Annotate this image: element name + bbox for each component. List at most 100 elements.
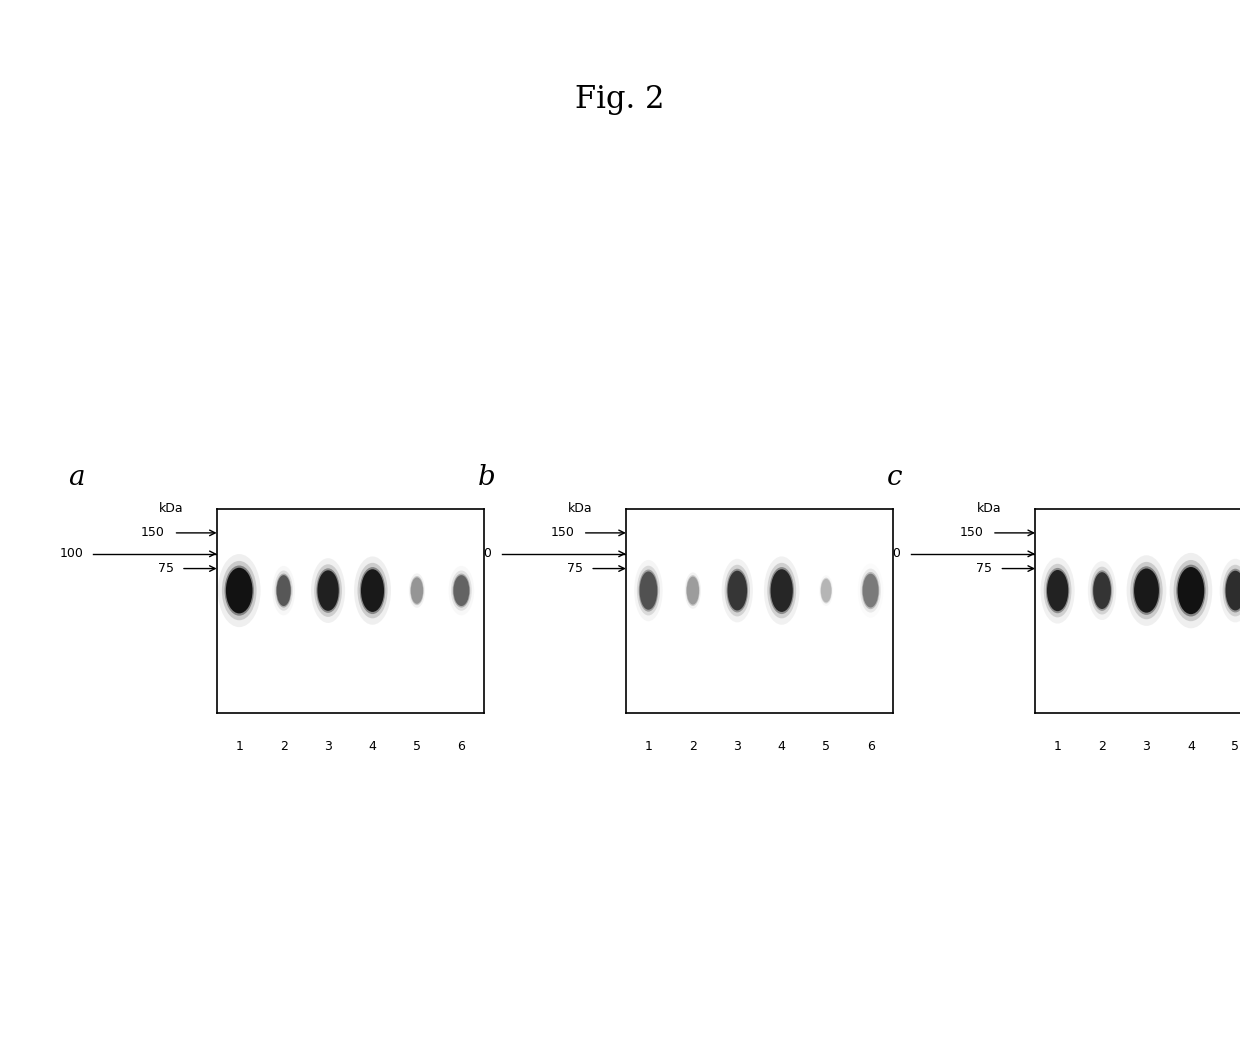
Text: 3: 3 <box>733 740 742 752</box>
Ellipse shape <box>355 556 391 625</box>
Ellipse shape <box>274 571 293 611</box>
Text: 3: 3 <box>324 740 332 752</box>
Ellipse shape <box>821 578 832 603</box>
Ellipse shape <box>683 569 703 613</box>
Ellipse shape <box>317 571 339 611</box>
Ellipse shape <box>407 570 427 612</box>
Text: 5: 5 <box>822 740 830 752</box>
Ellipse shape <box>770 570 792 612</box>
Ellipse shape <box>1092 571 1112 611</box>
Ellipse shape <box>1044 563 1071 618</box>
Ellipse shape <box>639 570 658 612</box>
Ellipse shape <box>1225 569 1240 613</box>
Text: 75: 75 <box>976 562 992 575</box>
Text: 100: 100 <box>60 548 83 560</box>
Ellipse shape <box>226 568 253 614</box>
Text: 75: 75 <box>157 562 174 575</box>
Text: 1: 1 <box>645 740 652 752</box>
Text: 4: 4 <box>1187 740 1195 752</box>
Ellipse shape <box>686 575 699 606</box>
Ellipse shape <box>316 569 340 613</box>
Ellipse shape <box>862 572 879 609</box>
Ellipse shape <box>817 572 835 609</box>
Ellipse shape <box>764 556 800 625</box>
Ellipse shape <box>410 576 424 605</box>
Ellipse shape <box>1178 568 1204 614</box>
Ellipse shape <box>1173 560 1208 621</box>
Ellipse shape <box>1094 572 1111 609</box>
Ellipse shape <box>1047 570 1069 612</box>
Ellipse shape <box>357 563 388 618</box>
Ellipse shape <box>453 574 470 607</box>
Ellipse shape <box>1090 566 1114 615</box>
Ellipse shape <box>409 574 425 607</box>
Text: 150: 150 <box>960 527 983 539</box>
Text: c: c <box>887 464 901 491</box>
Ellipse shape <box>451 571 471 611</box>
Ellipse shape <box>273 565 295 616</box>
Ellipse shape <box>449 565 474 616</box>
Text: a: a <box>68 464 84 491</box>
Ellipse shape <box>821 579 832 602</box>
Ellipse shape <box>1045 568 1069 614</box>
Text: 5: 5 <box>1231 740 1239 752</box>
Ellipse shape <box>1135 569 1159 613</box>
Ellipse shape <box>1127 555 1167 626</box>
Ellipse shape <box>314 564 342 617</box>
Ellipse shape <box>770 568 794 614</box>
Ellipse shape <box>863 574 879 607</box>
Ellipse shape <box>1087 561 1116 620</box>
Text: 4: 4 <box>368 740 377 752</box>
Ellipse shape <box>277 575 290 606</box>
Ellipse shape <box>728 571 746 611</box>
Ellipse shape <box>311 558 345 623</box>
Text: 5: 5 <box>413 740 420 752</box>
Ellipse shape <box>861 569 880 613</box>
Ellipse shape <box>1220 559 1240 622</box>
Ellipse shape <box>1225 571 1240 611</box>
Ellipse shape <box>224 565 254 616</box>
Ellipse shape <box>218 554 260 627</box>
Text: 100: 100 <box>469 548 492 560</box>
Text: b: b <box>477 464 495 491</box>
Text: 6: 6 <box>867 740 874 752</box>
Ellipse shape <box>820 575 833 606</box>
Ellipse shape <box>1223 564 1240 617</box>
Text: 1: 1 <box>1054 740 1061 752</box>
Text: 2: 2 <box>1099 740 1106 752</box>
Text: 4: 4 <box>777 740 786 752</box>
Ellipse shape <box>768 563 796 618</box>
Text: 75: 75 <box>567 562 583 575</box>
Ellipse shape <box>361 570 384 612</box>
Text: 150: 150 <box>551 527 574 539</box>
Text: 100: 100 <box>878 548 901 560</box>
Ellipse shape <box>222 561 257 620</box>
Text: Fig. 2: Fig. 2 <box>575 84 665 115</box>
Ellipse shape <box>275 574 291 607</box>
Text: 1: 1 <box>236 740 243 752</box>
Ellipse shape <box>1169 553 1213 628</box>
Ellipse shape <box>1131 562 1163 619</box>
Ellipse shape <box>1133 566 1161 615</box>
Text: 150: 150 <box>141 527 165 539</box>
Ellipse shape <box>687 577 699 604</box>
Ellipse shape <box>634 560 662 621</box>
Ellipse shape <box>722 559 753 622</box>
Ellipse shape <box>684 573 701 608</box>
Ellipse shape <box>637 565 660 616</box>
Text: 2: 2 <box>689 740 697 752</box>
Ellipse shape <box>640 572 657 609</box>
Text: 6: 6 <box>458 740 465 752</box>
Text: kDa: kDa <box>159 502 184 515</box>
Ellipse shape <box>727 569 748 613</box>
Text: 3: 3 <box>1142 740 1151 752</box>
Ellipse shape <box>454 575 470 606</box>
Text: kDa: kDa <box>568 502 593 515</box>
Ellipse shape <box>724 564 750 617</box>
Text: 2: 2 <box>280 740 288 752</box>
Text: kDa: kDa <box>977 502 1002 515</box>
Ellipse shape <box>1177 564 1205 617</box>
Ellipse shape <box>858 563 883 618</box>
Ellipse shape <box>410 577 423 604</box>
Ellipse shape <box>1040 558 1075 623</box>
